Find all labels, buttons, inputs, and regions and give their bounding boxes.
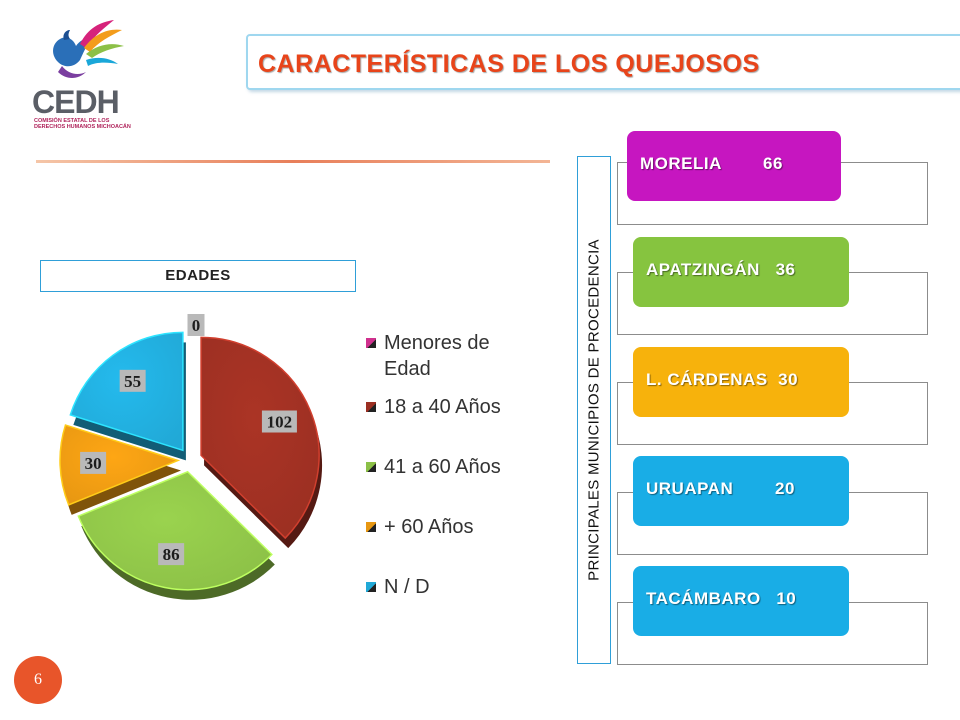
- legend-swatch: [366, 338, 376, 348]
- pie-data-label: 102: [267, 413, 293, 432]
- bird-emblem-icon: [53, 20, 124, 78]
- municipio-label: TACÁMBARO 10: [646, 589, 797, 608]
- age-pie-chart: 0 102 86 30 55: [59, 314, 323, 600]
- municipio-label: L. CÁRDENAS 30: [646, 370, 799, 389]
- municipio-label: APATZINGÁN 36: [646, 260, 796, 279]
- title-banner: CARACTERÍSTICAS DE LOS QUEJOSOS: [246, 34, 960, 90]
- municipio-label: URUAPAN 20: [646, 479, 795, 498]
- logo-subtitle: COMISIÓN ESTATAL DE LOS DERECHOS HUMANOS…: [34, 118, 131, 130]
- municipio-card: MORELIA 66: [627, 131, 841, 201]
- municipio-card: URUAPAN 20: [633, 456, 849, 526]
- pie-data-label: 30: [85, 454, 102, 473]
- data-label-background: [261, 410, 297, 433]
- legend-label: Menores de Edad: [384, 332, 490, 380]
- pie-slice: [59, 424, 181, 506]
- pie-slice: [77, 470, 273, 591]
- municipio-card: TACÁMBARO 10: [633, 566, 849, 636]
- pie-data-label: 86: [163, 545, 180, 564]
- municipio-label: MORELIA 66: [640, 154, 783, 173]
- legend-swatch: [366, 462, 376, 472]
- legend-label: 18 a 40 Años: [384, 396, 501, 418]
- pie-chart-title-box: EDADES: [40, 260, 356, 292]
- data-label-background: [119, 369, 146, 392]
- pie-data-label: 55: [124, 372, 141, 391]
- municipio-card: L. CÁRDENAS 30: [633, 347, 849, 417]
- legend-label: N / D: [384, 576, 430, 598]
- data-label-background: [80, 451, 107, 474]
- legend-swatch: [366, 402, 376, 412]
- pie-slice: [200, 336, 320, 540]
- title-underline: [36, 160, 550, 163]
- pie-data-label: 0: [192, 316, 201, 335]
- municipios-label: PRINCIPALES MUNICIPIOS DE PROCEDENCIA: [585, 239, 603, 581]
- cedh-logo: CEDH COMISIÓN ESTATAL DE LOS DERECHOS HU…: [28, 14, 136, 134]
- logo-wordmark: CEDH: [32, 84, 120, 120]
- municipios-label-box: PRINCIPALES MUNICIPIOS DE PROCEDENCIA: [577, 156, 611, 664]
- legend-swatch: [366, 582, 376, 592]
- legend-label: 41 a 60 Años: [384, 456, 501, 478]
- data-label-background: [187, 314, 205, 336]
- legend-swatch: [366, 522, 376, 532]
- municipio-card: APATZINGÁN 36: [633, 237, 849, 307]
- data-label-background: [158, 543, 185, 566]
- pie-chart-title: EDADES: [165, 267, 231, 284]
- page-number: 6: [14, 656, 62, 704]
- legend-label: + 60 Años: [384, 516, 474, 538]
- page-title: CARACTERÍSTICAS DE LOS QUEJOSOS: [258, 50, 760, 78]
